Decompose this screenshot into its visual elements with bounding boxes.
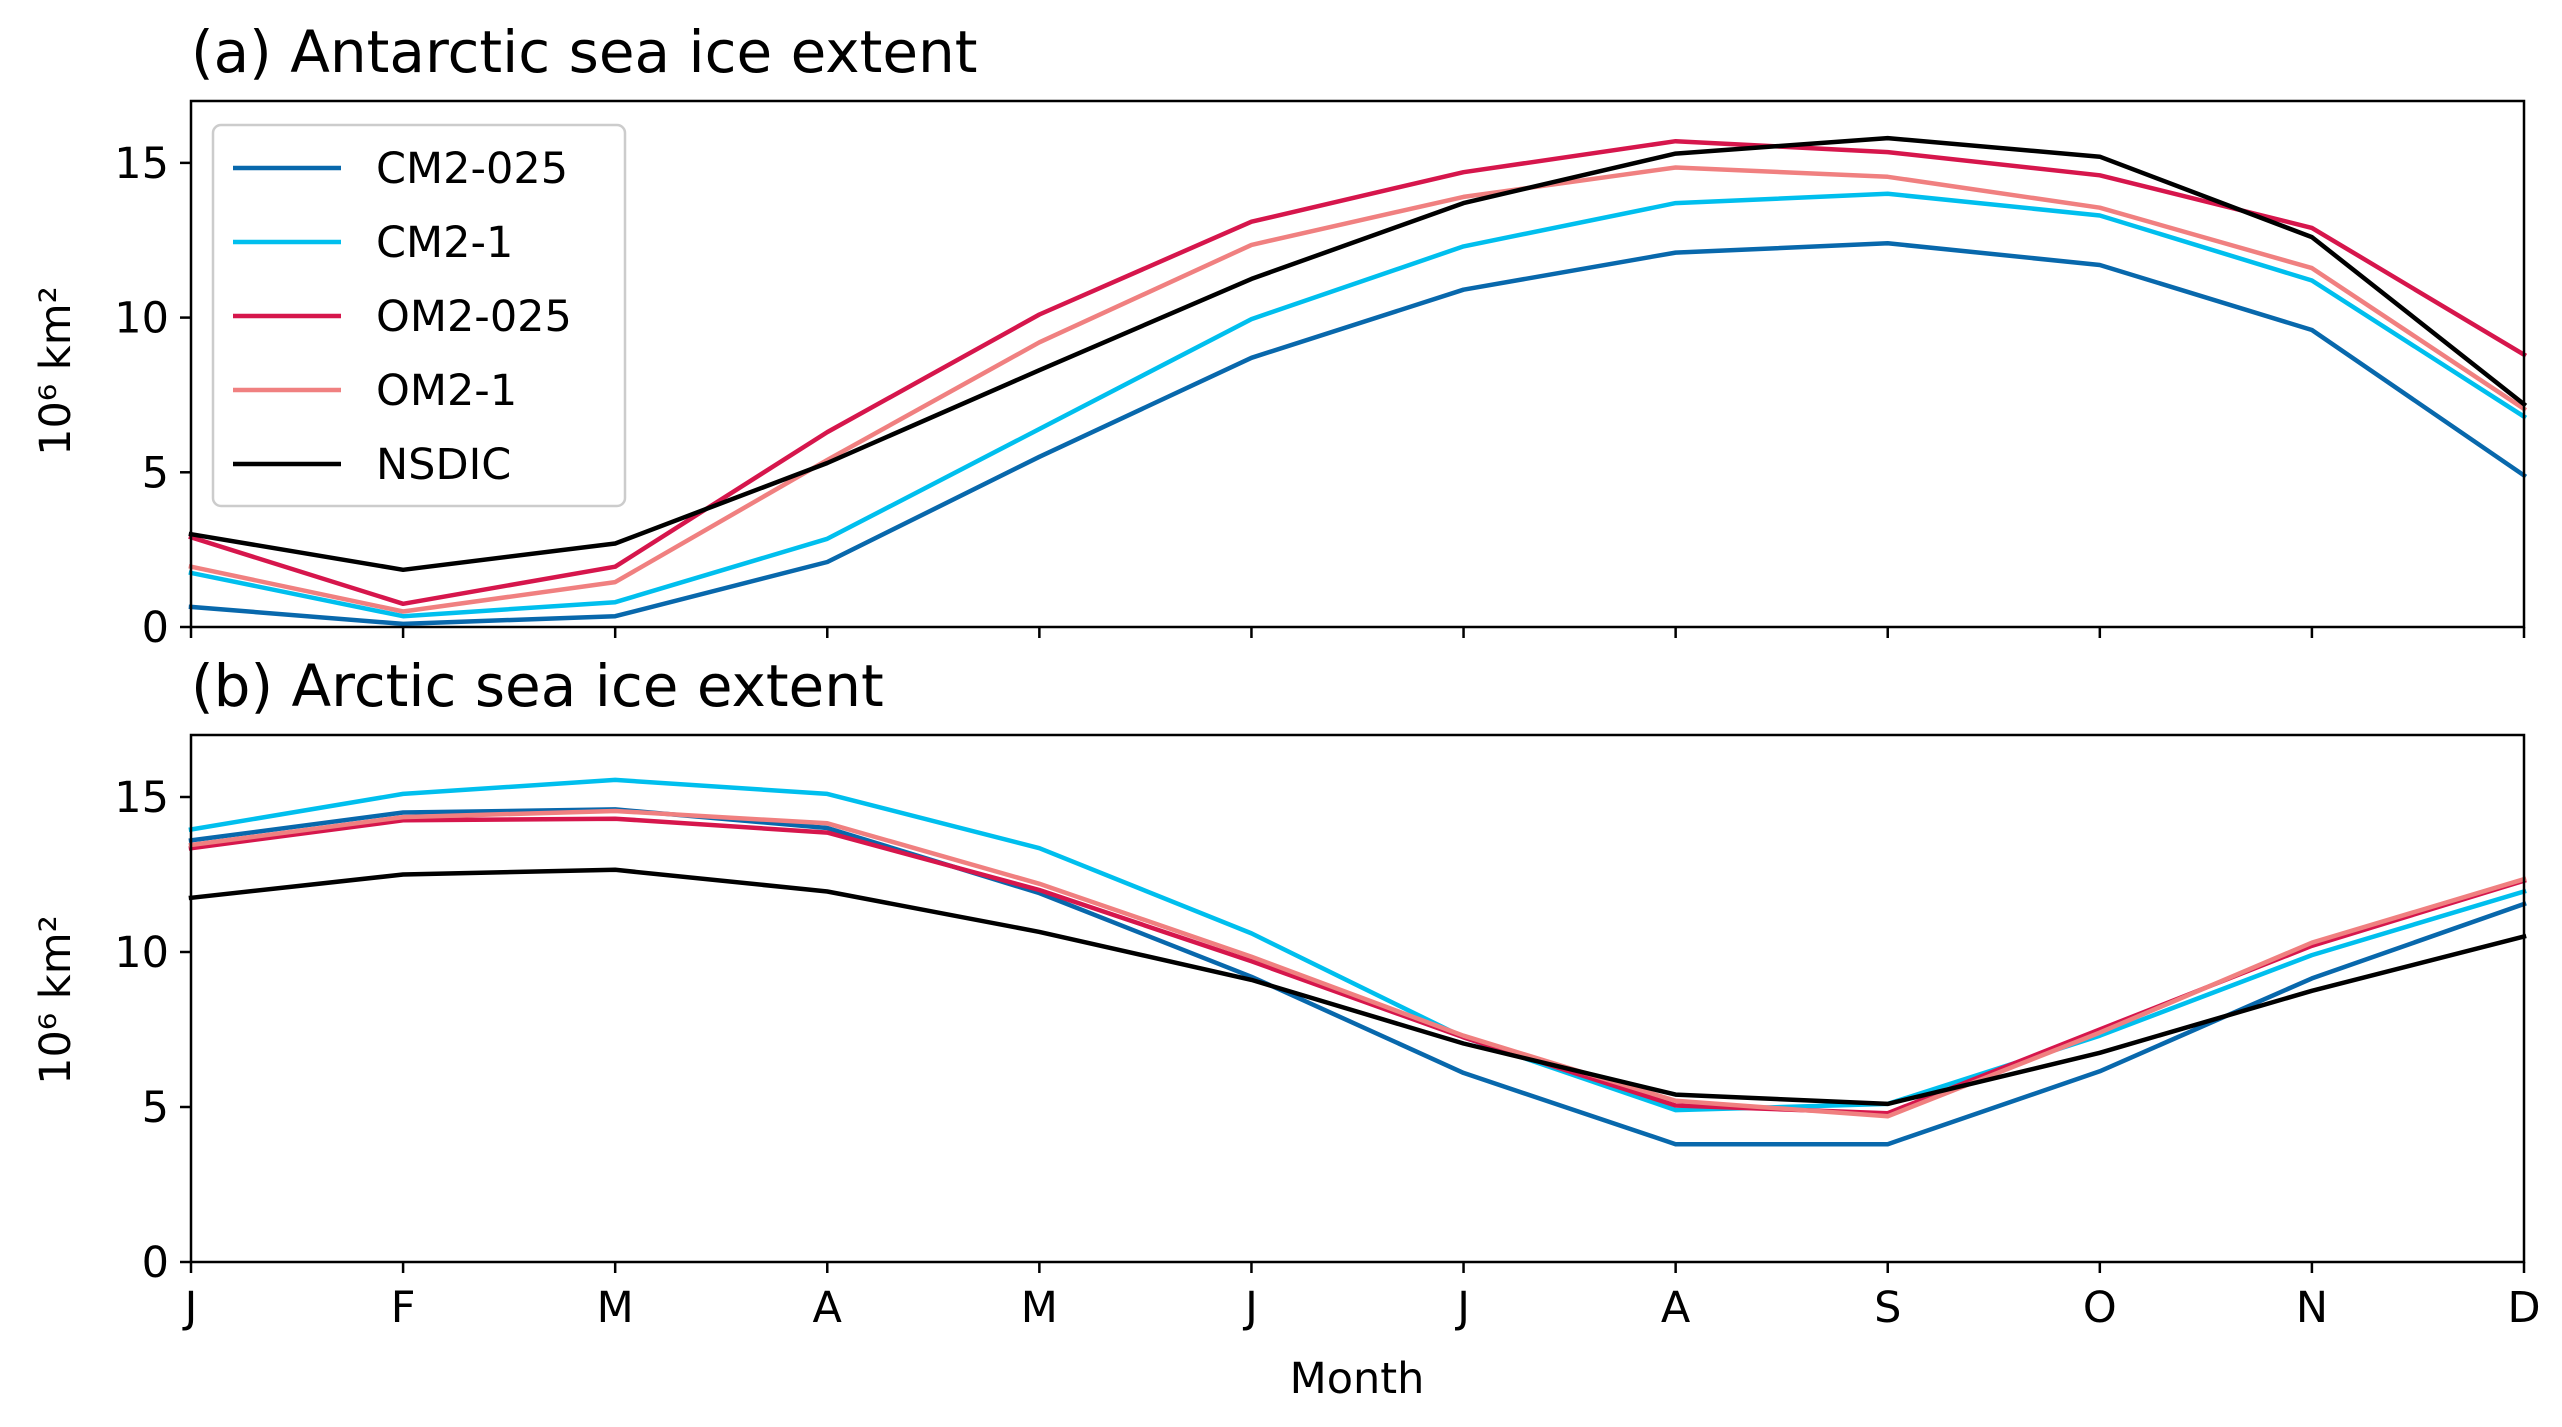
series-line-cm2-1 bbox=[188, 191, 2528, 619]
series-lines bbox=[188, 777, 2527, 1147]
legend-label: CM2-025 bbox=[376, 144, 568, 194]
legend-label: OM2-025 bbox=[376, 292, 572, 342]
x-tick-label: A bbox=[813, 1283, 843, 1333]
plot-frame bbox=[189, 99, 2526, 629]
series-line-om2-1 bbox=[188, 808, 2527, 1119]
axis-ticks: 0 5 10 15 bbox=[114, 139, 2526, 653]
y-tick-label: 5 bbox=[142, 1083, 169, 1133]
y-tick-label: 15 bbox=[114, 773, 169, 823]
x-tick-label: F bbox=[391, 1283, 416, 1333]
panel-arctic: (b) Arctic sea ice extent 10⁶ km² 0 5 10 15… bbox=[31, 652, 2541, 1404]
series-line-cm2-025 bbox=[188, 807, 2527, 1147]
axis-ticks: 0 5 10 15 J F M A M J J A S O N D bbox=[114, 773, 2540, 1333]
legend-label: OM2-1 bbox=[376, 366, 517, 416]
y-tick-label: 10 bbox=[114, 294, 169, 344]
series-line-cm2-025 bbox=[188, 241, 2528, 627]
y-tick-label: 15 bbox=[114, 139, 169, 189]
x-tick-label: M bbox=[1021, 1283, 1058, 1333]
x-tick-label: J bbox=[1454, 1283, 1470, 1333]
panel-title: (b) Arctic sea ice extent bbox=[191, 652, 884, 720]
x-tick-label: J bbox=[1242, 1283, 1258, 1333]
plot-frame bbox=[189, 733, 2526, 1264]
legend-box bbox=[211, 123, 627, 508]
legend-label: CM2-1 bbox=[376, 218, 513, 268]
y-tick-label: 0 bbox=[142, 603, 169, 653]
x-axis-label: Month bbox=[1290, 1354, 1425, 1404]
panel-title: (a) Antarctic sea ice extent bbox=[191, 18, 978, 86]
y-tick-label: 0 bbox=[142, 1238, 169, 1288]
x-tick-label: A bbox=[1661, 1283, 1691, 1333]
series-line-cm2-1 bbox=[188, 777, 2527, 1113]
legend-label: NSDIC bbox=[376, 440, 511, 490]
series-line-om2-025 bbox=[188, 816, 2527, 1116]
y-tick-label: 10 bbox=[114, 928, 169, 978]
x-tick-label: M bbox=[597, 1283, 634, 1333]
series-line-nsdic bbox=[188, 867, 2527, 1107]
series-line-nsdic bbox=[188, 135, 2528, 573]
series-lines bbox=[188, 135, 2528, 627]
y-tick-label: 5 bbox=[142, 448, 169, 498]
x-tick-label: N bbox=[2296, 1283, 2328, 1333]
panel-antarctic: (a) Antarctic sea ice extent 10⁶ km² 0 5 1… bbox=[31, 18, 2528, 653]
x-tick-label: S bbox=[1874, 1283, 1901, 1333]
series-line-om2-025 bbox=[188, 138, 2528, 607]
x-tick-label: O bbox=[2083, 1283, 2117, 1333]
y-axis-label: 10⁶ km² bbox=[31, 915, 81, 1085]
x-tick-label: J bbox=[182, 1283, 198, 1333]
series-line-om2-1 bbox=[188, 165, 2528, 614]
legend: CM2-025 CM2-1 OM2-025 OM2-1 NSDIC bbox=[211, 123, 627, 508]
x-tick-label: D bbox=[2507, 1283, 2540, 1333]
y-axis-label: 10⁶ km² bbox=[31, 286, 81, 456]
